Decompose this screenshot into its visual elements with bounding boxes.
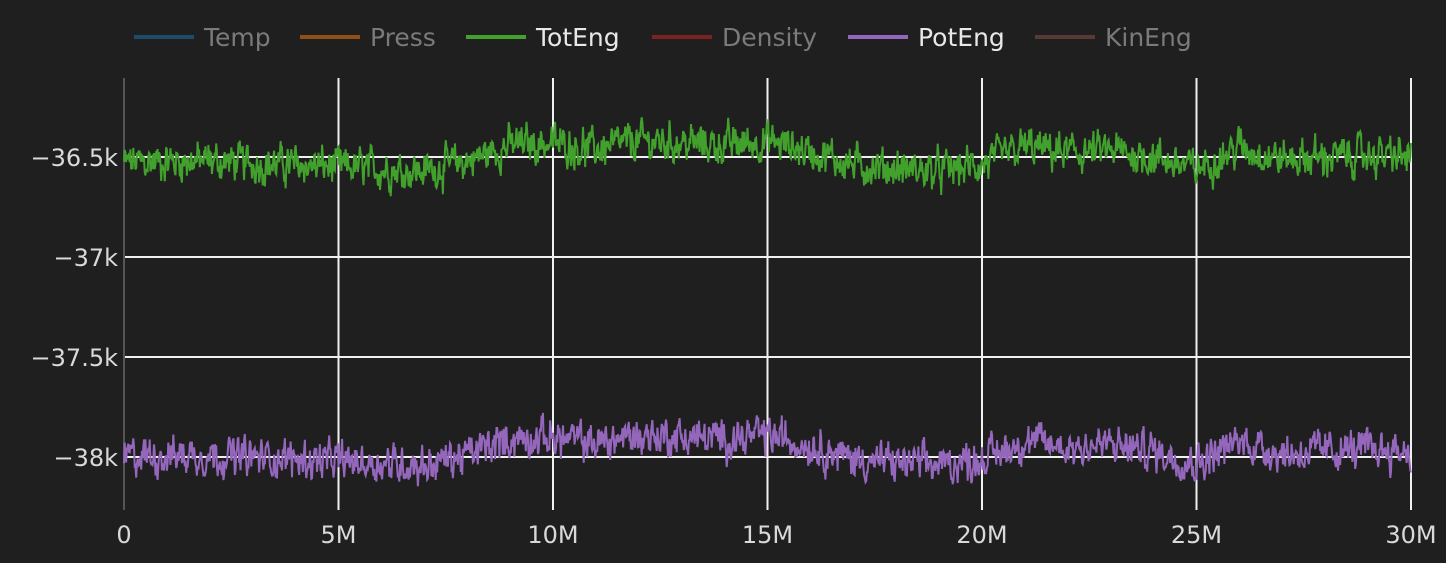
legend: Temp Press TotEng Density PotEng KinEng	[134, 23, 1192, 52]
series-group	[123, 117, 1412, 487]
y-tick-label: −37.5k	[31, 344, 119, 372]
y-tick-label: −38k	[53, 444, 118, 472]
legend-label: Temp	[203, 23, 271, 52]
legend-label: PotEng	[918, 23, 1005, 52]
series-line-poteng	[123, 412, 1412, 487]
legend-label: KinEng	[1105, 23, 1192, 52]
legend-label: Density	[722, 23, 817, 52]
y-tick-label: −37k	[53, 244, 118, 272]
x-tick-label: 10M	[527, 521, 578, 549]
x-tick-label: 0	[116, 521, 131, 549]
legend-item-press[interactable]: Press	[300, 23, 436, 52]
legend-item-toteng[interactable]: TotEng	[466, 23, 620, 52]
x-tick-label: 15M	[742, 521, 793, 549]
x-tick-label: 5M	[321, 521, 357, 549]
legend-item-kineng[interactable]: KinEng	[1035, 23, 1192, 52]
x-tick-label: 30M	[1385, 521, 1436, 549]
legend-item-poteng[interactable]: PotEng	[848, 23, 1005, 52]
legend-label: Press	[370, 23, 436, 52]
y-tick-label: −36.5k	[31, 144, 119, 172]
legend-item-temp[interactable]: Temp	[134, 23, 271, 52]
series-line-toteng	[123, 117, 1412, 197]
legend-item-density[interactable]: Density	[652, 23, 817, 52]
legend-label: TotEng	[535, 23, 620, 52]
x-tick-label: 20M	[956, 521, 1007, 549]
y-tick-labels: −36.5k −37k −37.5k −38k	[31, 144, 119, 472]
x-tick-label: 25M	[1171, 521, 1222, 549]
gridlines	[124, 78, 1412, 510]
x-tick-labels: 0 5M 10M 15M 20M 25M 30M	[116, 521, 1436, 549]
